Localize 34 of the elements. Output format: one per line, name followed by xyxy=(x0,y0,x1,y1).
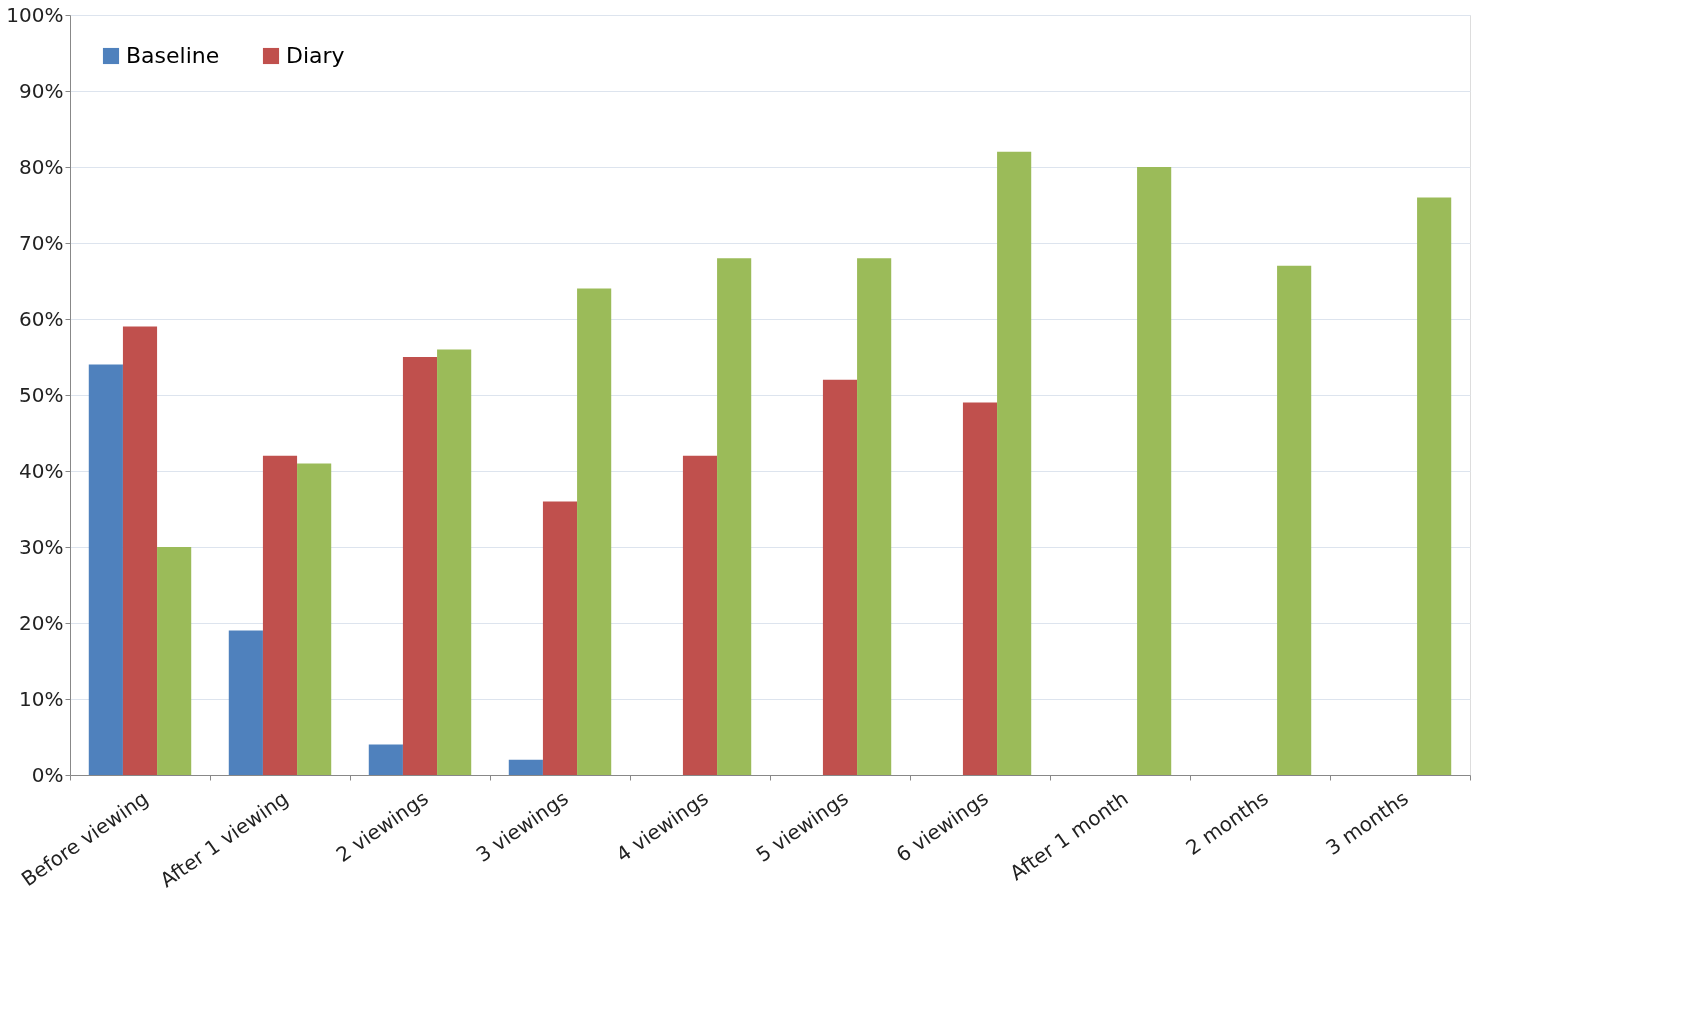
bar xyxy=(822,379,858,775)
y-tick-label: 50% xyxy=(19,382,64,407)
y-tick-label: 100% xyxy=(6,2,64,27)
bar xyxy=(857,258,892,775)
bar xyxy=(368,744,403,775)
y-tick-label: 80% xyxy=(19,154,64,179)
bar xyxy=(122,326,158,775)
bar xyxy=(682,455,718,775)
y-tick-label: 0% xyxy=(31,762,64,787)
bar xyxy=(437,349,472,775)
y-tick-label: 20% xyxy=(19,610,64,635)
bar xyxy=(402,357,438,775)
bar xyxy=(262,455,298,775)
bar xyxy=(157,547,192,775)
bar xyxy=(228,630,263,775)
legend-label: Diary xyxy=(286,43,345,68)
y-tick-label: 10% xyxy=(19,686,64,711)
bar xyxy=(297,463,332,775)
y-tick-label: 60% xyxy=(19,306,64,331)
bar xyxy=(542,501,578,775)
bar xyxy=(1417,197,1452,775)
bar xyxy=(577,288,612,775)
bar xyxy=(88,364,123,775)
bar xyxy=(997,151,1032,775)
bar xyxy=(962,402,998,775)
bar xyxy=(717,258,752,775)
bar xyxy=(1137,167,1172,775)
bar xyxy=(1277,265,1312,775)
legend-label: Baseline xyxy=(126,43,220,68)
y-tick-label: 40% xyxy=(19,458,64,483)
y-tick-label: 30% xyxy=(19,534,64,559)
bar xyxy=(508,759,543,775)
y-tick-label: 90% xyxy=(19,78,64,103)
y-tick-label: 70% xyxy=(19,230,64,255)
